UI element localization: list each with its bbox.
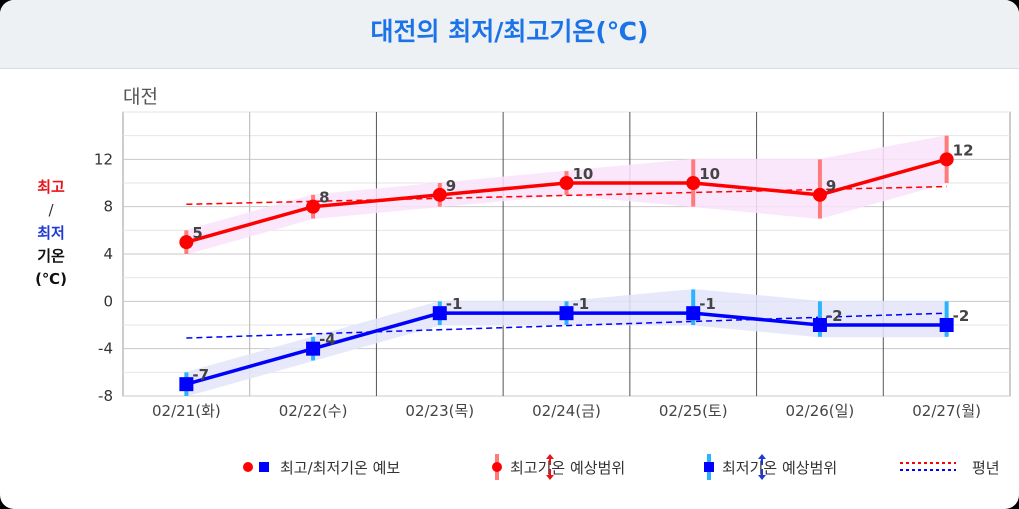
x-tick-label: 02/24(금): [532, 402, 601, 420]
y-tick-label: 12: [94, 150, 113, 168]
data-label-low: -2: [953, 307, 970, 325]
x-tick-label: 02/25(토): [659, 402, 728, 420]
data-label-low: -7: [192, 366, 209, 384]
legend-high-arrows-icon: [546, 454, 555, 480]
legend-forecast-label: 최고/최저기온 예보: [280, 458, 401, 477]
series-low: -7 -4 -1 -1 -1 -2 -2: [179, 288, 970, 397]
data-point-low: [559, 306, 574, 321]
y-axis-label: 최고 / 최저 기온 (℃): [30, 176, 72, 291]
data-point-high: [812, 187, 827, 202]
data-label-low: -2: [826, 307, 843, 325]
data-point-low: [686, 306, 701, 321]
x-tick-label: 02/23(목): [405, 402, 474, 420]
legend-high-range: 최고기온 예상범위: [488, 452, 625, 482]
y-axis-label-temp: 기온: [37, 247, 65, 265]
x-tick-label: 02/27(월): [912, 402, 981, 420]
chart-legend: 최고/최저기온 예보 최고기온 예상범위 최저기온 예상범위: [0, 452, 1019, 482]
series-high: 5 8 9 10 10 9 12: [179, 135, 974, 255]
data-label-high: 5: [192, 224, 202, 242]
data-label-high: 9: [826, 177, 836, 195]
data-point-low: [432, 306, 447, 321]
data-label-high: 10: [573, 165, 594, 183]
data-point-high: [432, 187, 447, 202]
data-label-low: -1: [699, 295, 716, 313]
title-bar: 대전의 최저/최고기온(℃): [0, 0, 1019, 69]
data-point-low: [812, 318, 827, 332]
data-label-high: 9: [446, 177, 456, 195]
x-tick-label: 02/22(수): [279, 402, 348, 420]
data-label-low: -1: [446, 295, 463, 313]
data-label-high: 8: [319, 189, 329, 207]
legend-high-range-label: 최고기온 예상범위: [510, 458, 626, 477]
data-label-high: 12: [953, 141, 974, 159]
data-label-low: -4: [319, 331, 336, 349]
legend-low-range-label: 최저기온 예상범위: [722, 458, 838, 477]
legend-low-range-icon: [704, 454, 714, 480]
legend-low-range: 최저기온 예상범위: [700, 452, 837, 482]
legend-forecast: 최고/최저기온 예보: [240, 452, 400, 482]
data-point-low: [306, 341, 321, 356]
x-tick-label: 02/21(화): [152, 402, 221, 420]
data-label-high: 10: [699, 165, 720, 183]
x-tick-label: 02/26(일): [786, 402, 855, 420]
legend-normal: 평년: [898, 452, 1000, 482]
city-label: 대전: [123, 86, 158, 108]
legend-normal-icon: [900, 462, 956, 471]
y-tick-label: 4: [103, 245, 113, 263]
data-point-low: [179, 377, 194, 392]
data-point-high: [686, 176, 701, 190]
y-tick-label: -8: [98, 387, 113, 405]
y-axis-label-high: 최고: [37, 178, 65, 196]
page-title: 대전의 최저/최고기온(℃): [370, 17, 649, 46]
legend-high-range-icon: [492, 454, 502, 480]
y-tick-label: 8: [103, 198, 113, 216]
data-point-high: [179, 235, 194, 250]
y-tick-label: 0: [103, 292, 113, 310]
data-point-high: [559, 176, 574, 190]
y-axis-label-sep: /: [48, 201, 54, 219]
legend-normal-label: 평년: [972, 458, 1000, 477]
y-axis-label-low: 최저: [37, 224, 65, 242]
data-point-high: [306, 199, 321, 214]
data-point-high: [939, 152, 954, 167]
y-tick-label: -4: [98, 340, 113, 358]
legend-forecast-icon: [243, 462, 269, 472]
data-label-low: -1: [573, 295, 590, 313]
legend-low-arrows-icon: [758, 454, 767, 480]
y-axis-label-unit: (℃): [35, 270, 67, 288]
data-point-low: [939, 318, 954, 332]
